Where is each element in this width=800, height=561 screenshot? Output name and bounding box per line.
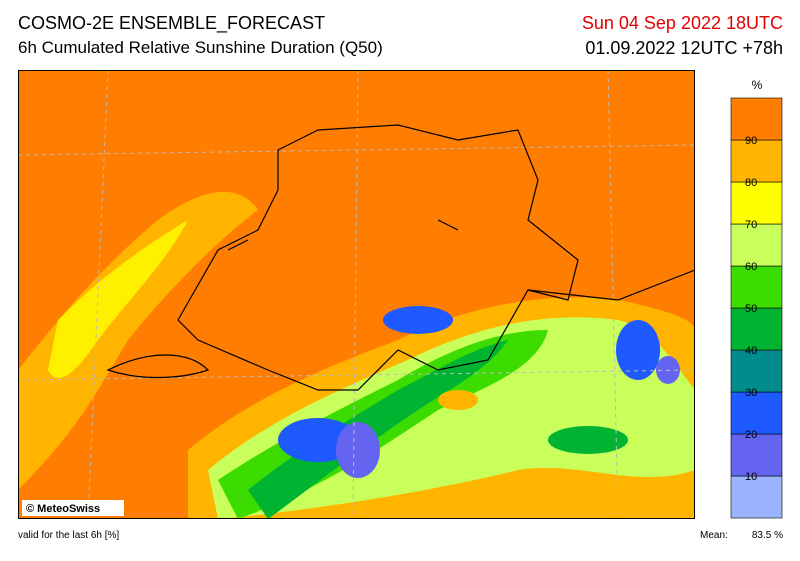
title: COSMO-2E ENSEMBLE_FORECAST xyxy=(18,13,326,33)
mean-label: Mean: xyxy=(700,530,728,541)
legend-band xyxy=(730,265,783,309)
legend-band xyxy=(730,97,783,141)
legend-unit: % xyxy=(752,78,763,92)
mean-value: 83.5 % xyxy=(751,530,783,541)
grid-lines xyxy=(18,70,695,519)
legend-band xyxy=(730,475,783,519)
legend-tick-label: 20 xyxy=(745,429,757,441)
legend-band xyxy=(730,433,783,477)
map: © MeteoSwiss xyxy=(18,70,695,519)
copyright-box xyxy=(22,500,124,516)
run-time: 01.09.2022 12UTC +78h xyxy=(585,38,783,58)
map-frame xyxy=(18,70,695,519)
copyright: © MeteoSwiss xyxy=(26,503,100,515)
legend-tick-label: 80 xyxy=(745,177,757,189)
legend-tick-label: 70 xyxy=(745,219,757,231)
legend: % 10 20 30 40 50 60 70 80 90 xyxy=(730,78,783,519)
legend-band xyxy=(730,181,783,225)
legend-band xyxy=(730,307,783,351)
borders xyxy=(106,124,695,391)
sunshine-field xyxy=(18,191,695,519)
valid-time: Sun 04 Sep 2022 18UTC xyxy=(581,13,783,33)
subtitle: 6h Cumulated Relative Sunshine Duration … xyxy=(18,38,383,57)
legend-tick-label: 90 xyxy=(745,135,757,147)
legend-tick-label: 50 xyxy=(745,303,757,315)
legend-tick-label: 60 xyxy=(745,261,757,273)
legend-band xyxy=(730,223,783,267)
legend-band xyxy=(730,349,783,393)
legend-tick-label: 10 xyxy=(745,471,757,483)
footer-note: valid for the last 6h [%] xyxy=(18,530,120,541)
legend-tick-label: 30 xyxy=(745,387,757,399)
legend-tick-label: 40 xyxy=(745,345,757,357)
legend-band xyxy=(730,139,783,183)
